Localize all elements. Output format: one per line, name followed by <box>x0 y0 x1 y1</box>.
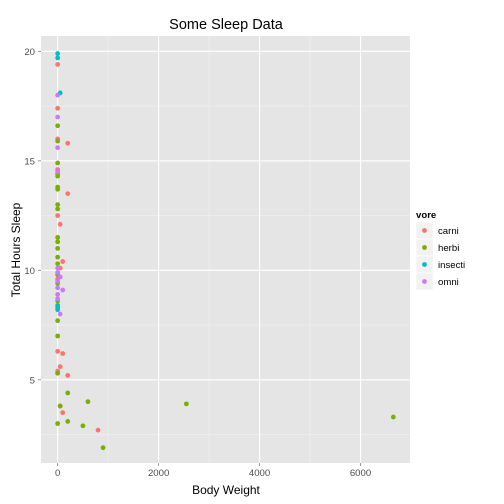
data-point-herbi <box>55 123 61 129</box>
y-axis-title: Total Hours Sleep <box>9 202 23 297</box>
data-point-omni <box>55 114 61 120</box>
data-point-herbi <box>55 202 61 208</box>
data-point-carni <box>55 213 61 218</box>
data-points <box>55 51 396 451</box>
data-point-insecti <box>55 55 61 61</box>
data-point-carni <box>55 62 61 67</box>
data-point-carni <box>65 140 71 146</box>
data-point-insecti <box>55 307 61 313</box>
legend-swatch-herbi <box>422 245 427 250</box>
data-point-herbi <box>55 138 61 144</box>
data-point-insecti <box>55 51 61 56</box>
data-point-herbi <box>65 390 71 396</box>
data-point-herbi <box>55 333 61 339</box>
data-point-herbi <box>57 403 63 409</box>
data-point-herbi <box>55 206 61 212</box>
data-point-herbi <box>55 186 61 192</box>
data-point-herbi <box>55 261 61 267</box>
legend-swatch-carni <box>422 228 427 233</box>
data-point-herbi <box>55 421 61 426</box>
data-point-carni <box>60 351 66 356</box>
data-point-carni <box>55 105 61 111</box>
x-tick-label: 6000 <box>350 468 371 479</box>
data-point-herbi <box>183 401 189 407</box>
data-point-herbi <box>55 239 61 245</box>
y-tick-label: 5 <box>30 375 35 386</box>
data-point-carni <box>57 221 63 227</box>
data-point-herbi <box>80 423 86 429</box>
legend-label-omni: omni <box>438 277 459 288</box>
data-point-herbi <box>390 414 396 420</box>
data-point-carni <box>95 427 101 433</box>
data-point-herbi <box>55 235 61 240</box>
data-point-omni <box>55 169 61 175</box>
legend: vore carni herbi insecti omni <box>415 210 465 291</box>
legend-swatch-insecti <box>422 262 427 267</box>
data-point-herbi <box>65 418 71 424</box>
data-point-omni <box>55 92 61 98</box>
plot-panel <box>41 36 410 463</box>
x-axis-ticks: 0 2000 4000 6000 <box>55 463 371 479</box>
data-point-omni <box>55 265 61 271</box>
legend-label-carni: carni <box>438 226 459 237</box>
data-point-herbi <box>55 254 61 260</box>
data-point-omni <box>55 145 61 151</box>
data-point-herbi <box>55 173 61 179</box>
y-tick-label: 15 <box>24 156 35 167</box>
legend-title: vore <box>416 210 436 221</box>
data-point-herbi <box>55 370 61 376</box>
data-point-omni <box>55 296 61 302</box>
data-point-herbi <box>55 318 61 324</box>
legend-items: carni herbi insecti omni <box>415 221 465 291</box>
x-tick-label: 0 <box>55 468 60 479</box>
minor-gridlines <box>41 36 410 463</box>
data-point-carni <box>57 364 63 370</box>
y-axis-ticks: 5 10 15 20 <box>24 47 41 386</box>
data-point-herbi <box>55 246 61 251</box>
data-point-herbi <box>55 160 61 166</box>
data-point-omni <box>60 287 66 293</box>
data-point-omni <box>55 285 61 291</box>
data-point-omni <box>57 274 63 280</box>
data-point-carni <box>65 373 71 378</box>
legend-swatch-omni <box>422 279 427 284</box>
legend-label-herbi: herbi <box>438 243 459 254</box>
data-point-omni <box>55 278 61 284</box>
data-point-carni <box>65 191 71 197</box>
x-tick-label: 4000 <box>249 468 270 479</box>
x-tick-label: 2000 <box>148 468 169 479</box>
data-point-omni <box>57 311 63 317</box>
y-tick-label: 20 <box>24 47 35 58</box>
y-tick-label: 10 <box>24 266 35 277</box>
data-point-carni <box>60 410 66 416</box>
data-point-carni <box>60 259 66 264</box>
x-axis-title: Body Weight <box>192 483 260 497</box>
data-point-carni <box>55 348 61 354</box>
data-point-herbi <box>100 445 106 451</box>
legend-label-insecti: insecti <box>438 260 465 271</box>
data-point-insecti <box>55 302 61 308</box>
data-point-omni <box>55 270 61 275</box>
chart-title: Some Sleep Data <box>169 17 284 33</box>
data-point-herbi <box>85 399 91 405</box>
data-point-omni <box>55 291 61 297</box>
